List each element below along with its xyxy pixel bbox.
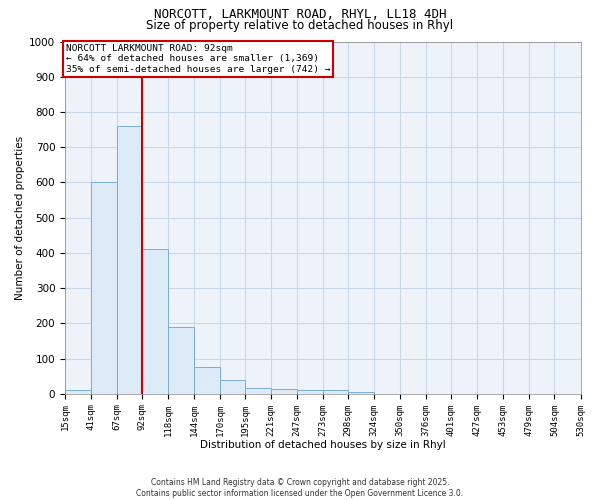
Bar bbox=[245, 388, 271, 394]
Bar bbox=[194, 368, 220, 394]
Bar bbox=[348, 392, 374, 394]
Bar bbox=[117, 126, 142, 394]
Bar bbox=[65, 390, 91, 394]
Bar bbox=[271, 389, 297, 394]
Text: Size of property relative to detached houses in Rhyl: Size of property relative to detached ho… bbox=[146, 18, 454, 32]
Text: NORCOTT, LARKMOUNT ROAD, RHYL, LL18 4DH: NORCOTT, LARKMOUNT ROAD, RHYL, LL18 4DH bbox=[154, 8, 446, 20]
Bar bbox=[91, 182, 117, 394]
X-axis label: Distribution of detached houses by size in Rhyl: Distribution of detached houses by size … bbox=[200, 440, 446, 450]
Text: NORCOTT LARKMOUNT ROAD: 92sqm
← 64% of detached houses are smaller (1,369)
35% o: NORCOTT LARKMOUNT ROAD: 92sqm ← 64% of d… bbox=[66, 44, 331, 74]
Bar bbox=[142, 250, 168, 394]
Bar bbox=[297, 390, 323, 394]
Bar bbox=[323, 390, 348, 394]
Y-axis label: Number of detached properties: Number of detached properties bbox=[15, 136, 25, 300]
Text: Contains HM Land Registry data © Crown copyright and database right 2025.
Contai: Contains HM Land Registry data © Crown c… bbox=[136, 478, 464, 498]
Bar bbox=[168, 327, 194, 394]
Bar bbox=[220, 380, 245, 394]
